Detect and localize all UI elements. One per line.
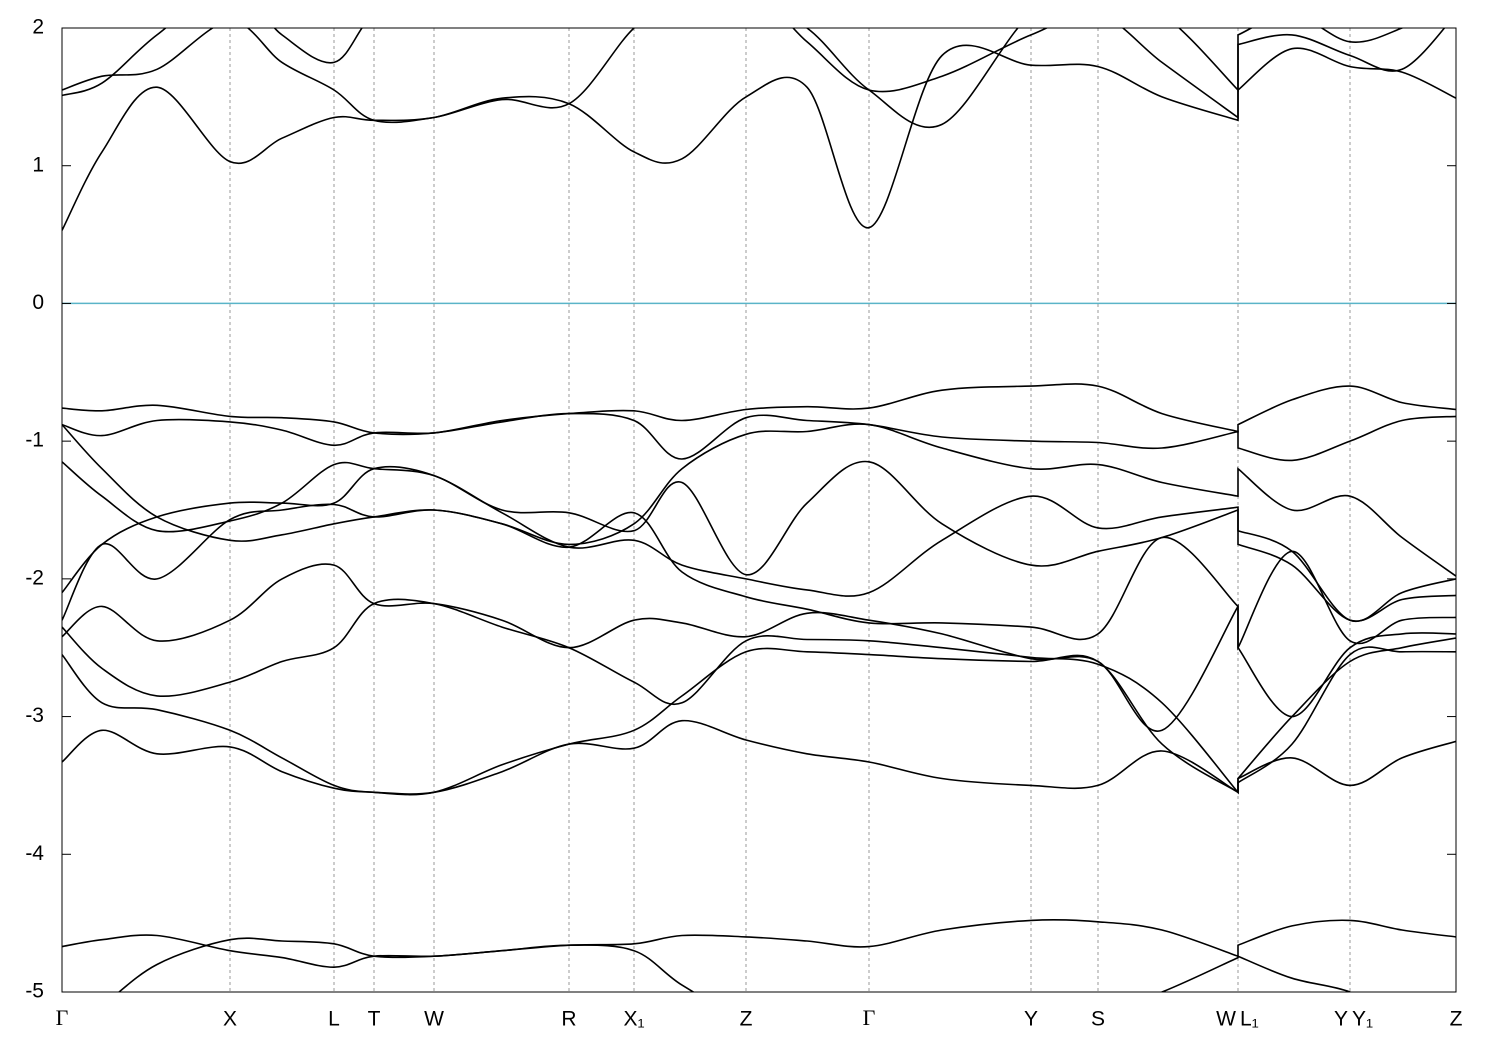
- band-line: [62, 646, 1456, 796]
- y-tick-label: -5: [25, 980, 44, 1003]
- x-tick-label: Γ: [863, 1005, 876, 1030]
- band-line: [62, 28, 1405, 128]
- band-line: [117, 937, 1353, 992]
- band-line: [62, 28, 1446, 120]
- band-line: [62, 423, 1456, 577]
- band-line: [62, 918, 1456, 969]
- band-line: [62, 383, 1456, 436]
- x-tick-label: Y₁: [1352, 1008, 1373, 1031]
- band-line: [62, 503, 1456, 651]
- x-tick-label: T: [368, 1008, 381, 1031]
- x-tick-label: X: [223, 1008, 237, 1031]
- band-line: [62, 44, 1456, 231]
- y-tick-label: 0: [32, 291, 44, 314]
- plot-frame: [61, 27, 1457, 993]
- y-tick-label: 1: [32, 153, 44, 176]
- band-line: [62, 563, 1456, 732]
- x-tick-label: L: [328, 1008, 340, 1031]
- x-tick-label: Y: [1024, 1008, 1038, 1031]
- x-tick-label: W: [424, 1008, 444, 1031]
- y-tick-label: -2: [25, 566, 44, 589]
- x-tick-label: Γ: [56, 1005, 69, 1030]
- x-tick-label: Z: [1450, 1008, 1463, 1031]
- bands: [62, 28, 1456, 992]
- x-tick-label: S: [1091, 1008, 1105, 1031]
- band-line: [62, 719, 1456, 795]
- x-tick-label: X₁: [623, 1008, 644, 1031]
- y-tick-label: -3: [25, 704, 44, 727]
- x-tick-label: W: [1216, 1008, 1236, 1031]
- y-tick-label: -1: [25, 429, 44, 452]
- x-tick-label: L₁: [1240, 1008, 1259, 1031]
- x-tick-label: Y: [1334, 1008, 1348, 1031]
- x-tick-label: Z: [740, 1008, 753, 1031]
- band-line: [62, 412, 1456, 462]
- band-line: [62, 460, 1456, 623]
- band-line: [62, 465, 1456, 622]
- y-tick-label: 2: [32, 16, 44, 39]
- x-tick-label: R: [561, 1008, 576, 1031]
- y-tick-label: -4: [25, 842, 44, 865]
- grid: [62, 28, 1456, 992]
